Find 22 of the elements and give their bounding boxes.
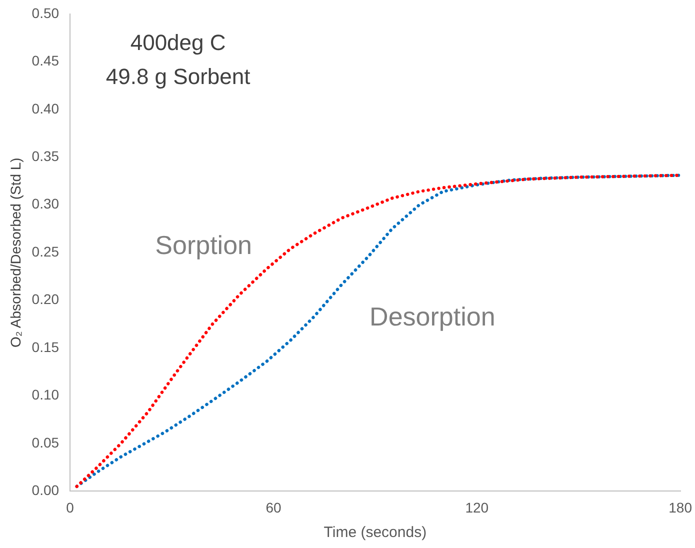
annotation: 49.8 g Sorbent <box>106 64 250 90</box>
y-tick-label: 0.25 <box>32 243 60 260</box>
y-axis-title: O₂ Absorbed/Desorbed (Std L) <box>7 158 24 348</box>
y-tick-label: 0.50 <box>32 4 60 21</box>
y-tick-label: 0.20 <box>32 291 60 308</box>
y-tick-label: 0.15 <box>32 338 60 355</box>
line-series <box>75 174 680 488</box>
y-tick-label: 0.45 <box>32 52 60 69</box>
x-tick-label: 0 <box>66 499 74 516</box>
annotation: 400deg C <box>130 30 226 56</box>
x-axis-title: Time (seconds) <box>324 524 427 542</box>
series-label: Desorption <box>370 302 496 332</box>
x-tick-label: 120 <box>465 499 489 516</box>
y-tick-label: 0.30 <box>32 196 60 212</box>
y-tick-label: 0.35 <box>32 148 60 164</box>
y-tick-label: 0.00 <box>32 482 60 498</box>
x-tick-label: 60 <box>266 499 282 516</box>
series-label: Sorption <box>155 230 252 260</box>
y-tick-label: 0.40 <box>32 100 60 116</box>
y-tick-label: 0.10 <box>32 386 60 403</box>
y-tick-label: 0.05 <box>32 434 60 450</box>
x-tick-label: 180 <box>668 499 692 516</box>
